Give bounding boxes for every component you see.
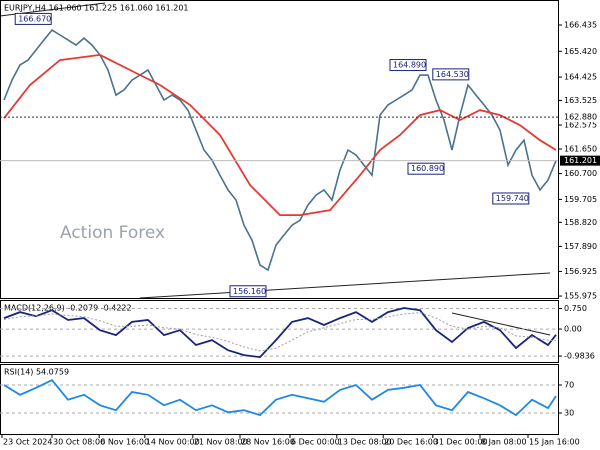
annotation-label: 164.890 (393, 61, 426, 70)
y-tick-label: 163.525 (564, 96, 597, 105)
annotation-box (229, 285, 267, 298)
price-label-box (560, 155, 600, 166)
annotation-label: 159.740 (496, 194, 529, 203)
price-label: 162.880 (564, 113, 597, 122)
x-tick-label: 31 Dec 00:00 (434, 438, 488, 447)
y-tick-label: 159.705 (564, 195, 597, 204)
annotation-box (389, 59, 427, 72)
panel-title: MACD(12,26,9) -0.2079 -0.4222 (4, 304, 132, 313)
annotation-label: 156.160 (233, 287, 266, 296)
y-tick-label: 161.650 (564, 145, 597, 154)
y-tick-label: -0.9836 (564, 352, 595, 361)
y-tick-label: 155.975 (564, 292, 597, 301)
y-tick-label: 160.700 (564, 169, 597, 178)
x-tick-label: 6 Dec 00:00 (291, 438, 340, 447)
y-tick-label: 162.575 (564, 121, 597, 130)
x-tick-label: 23 Oct 2024 (3, 438, 52, 447)
y-tick-label: 0.00 (564, 325, 582, 334)
annotation-label: 164.530 (436, 70, 469, 79)
y-tick-label: 156.925 (564, 267, 597, 276)
series-line (3, 378, 557, 417)
annotation-box (407, 162, 445, 175)
annotation-label: 160.890 (411, 164, 444, 173)
y-tick-label: 158.820 (564, 218, 597, 227)
series-line (3, 312, 557, 352)
watermark: Action Forex (60, 223, 165, 243)
y-tick-label: 165.420 (564, 47, 597, 56)
x-tick-label: 8 Jan 08:00 (481, 438, 527, 447)
series-line (3, 53, 557, 216)
annotation-box (492, 192, 530, 205)
y-tick-label: 70 (564, 381, 574, 390)
x-tick-label: 30 Oct 08:00 (53, 438, 105, 447)
annotation-box (14, 12, 52, 25)
panel-title: EURJPY,H4 161.060 161.225 161.060 161.20… (4, 4, 189, 13)
annotation-box (432, 68, 470, 81)
trend-line (451, 312, 551, 336)
trend-line (139, 272, 551, 299)
panel-frame (0, 300, 559, 363)
series-line (3, 29, 557, 272)
x-tick-label: 21 Nov 08:00 (194, 438, 248, 447)
x-tick-label: 6 Nov 16:00 (100, 438, 149, 447)
x-tick-label: 13 Dec 08:00 (338, 438, 392, 447)
x-tick-label: 28 Nov 16:00 (241, 438, 295, 447)
y-tick-label: 166.435 (564, 21, 597, 30)
series-line (3, 307, 557, 359)
x-tick-label: 20 Dec 16:00 (384, 438, 438, 447)
x-tick-label: 15 Jan 16:00 (529, 438, 580, 447)
price-label-box (560, 112, 600, 123)
price-label: 161.201 (564, 156, 597, 165)
annotation-label: 166.670 (18, 14, 51, 23)
y-tick-label: 30 (564, 409, 574, 418)
y-tick-label: 164.425 (564, 73, 597, 82)
x-tick-label: 14 Nov 00:00 (146, 438, 200, 447)
y-tick-label: 0.750 (564, 304, 587, 313)
y-tick-label: 157.890 (564, 242, 597, 251)
panel-title: RSI(14) 54.0759 (4, 368, 69, 377)
panel-frame (0, 364, 559, 435)
